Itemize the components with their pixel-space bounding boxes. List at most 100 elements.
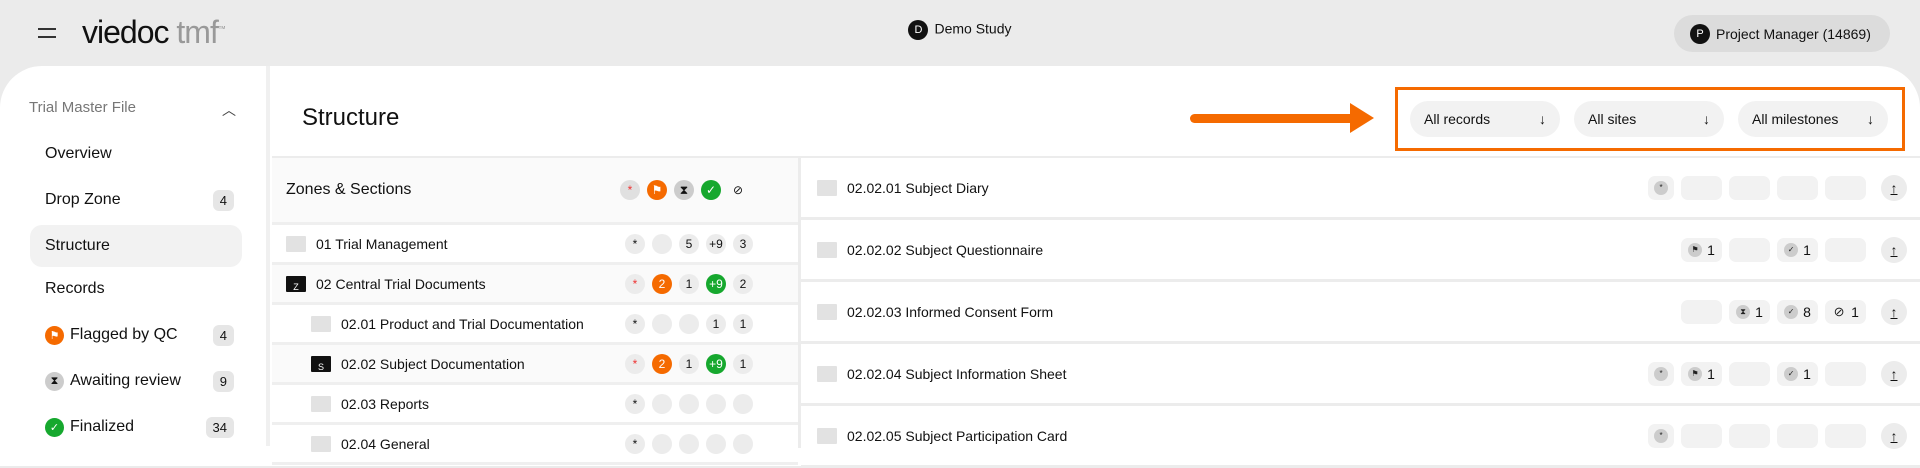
- final-count[interactable]: ✓ 1: [1777, 237, 1818, 262]
- filter-milestones[interactable]: All milestones ↓: [1738, 101, 1888, 137]
- folder-icon: [817, 365, 837, 382]
- final-count[interactable]: [1777, 175, 1818, 200]
- section-label: 02.02.05 Subject Participation Card: [847, 427, 1068, 444]
- count-badge: 5: [679, 233, 699, 254]
- void-count[interactable]: ⊘ 1: [1825, 299, 1866, 324]
- required-badge: *: [1648, 175, 1674, 200]
- sidebar-item-label: Awaiting review: [70, 372, 181, 389]
- upload-icon[interactable]: ↑: [1881, 236, 1907, 263]
- count-badge: [652, 313, 672, 334]
- zone-label: 02.04 General: [341, 435, 430, 452]
- count-badge: [679, 433, 699, 454]
- section-row[interactable]: 02.02.04 Subject Information Sheet * ⚑ 1 ✓ 1 ↑: [801, 344, 1920, 406]
- divider: [272, 156, 1920, 158]
- upload-icon[interactable]: ↑: [1881, 422, 1907, 449]
- final-count[interactable]: [1777, 423, 1818, 448]
- sidebar-item-structure[interactable]: Structure: [30, 225, 242, 267]
- folder-icon: [286, 235, 306, 252]
- upload-icon[interactable]: ↑: [1881, 360, 1907, 387]
- count-badge: 9: [212, 370, 234, 392]
- flag-count[interactable]: ⚑ 1: [1681, 237, 1722, 262]
- sidebar-section-title[interactable]: Trial Master File: [29, 99, 136, 116]
- user-avatar: P: [1690, 23, 1710, 44]
- filter-records[interactable]: All records ↓: [1410, 101, 1560, 137]
- section-row[interactable]: 02.02.05 Subject Participation Card * ↑: [801, 406, 1920, 468]
- filter-label: All milestones: [1752, 111, 1839, 127]
- upload-icon[interactable]: ↑: [1881, 174, 1907, 201]
- sidebar-item-drop-zone[interactable]: Drop Zone 4: [30, 179, 242, 221]
- final-count[interactable]: ✓ 1: [1777, 361, 1818, 386]
- zone-row[interactable]: Z 02 Central Trial Documents * 2 1 +9 2: [272, 265, 798, 305]
- chevron-up-icon[interactable]: ︿: [222, 102, 236, 118]
- void-count[interactable]: [1825, 237, 1866, 262]
- review-count[interactable]: [1729, 361, 1770, 386]
- section-row[interactable]: 02.02.03 Informed Consent Form ⧗ 1 ✓ 8 ⊘ 1 ↑: [801, 282, 1920, 344]
- zone-row[interactable]: 02.03 Reports *: [272, 385, 798, 425]
- count-badge: [733, 393, 753, 414]
- arrow-down-icon: ↓: [1703, 111, 1710, 127]
- upload-icon[interactable]: ↑: [1881, 298, 1907, 325]
- flag-count[interactable]: [1681, 423, 1722, 448]
- sidebar-item-label: Finalized: [70, 418, 135, 435]
- folder-icon: [311, 435, 331, 452]
- review-count[interactable]: [1729, 423, 1770, 448]
- void-count[interactable]: [1825, 175, 1866, 200]
- folder-icon: [311, 315, 331, 332]
- review-count[interactable]: ⧗ 1: [1729, 299, 1770, 324]
- user-role: Project Manager (14869): [1716, 25, 1871, 42]
- zone-row[interactable]: S 02.02 Subject Documentation * 2 1 +9 1: [272, 345, 798, 385]
- final-count[interactable]: ✓ 8: [1777, 299, 1818, 324]
- zone-row[interactable]: 02.04 General *: [272, 425, 798, 465]
- sidebar-item-overview[interactable]: Overview: [30, 133, 242, 175]
- section-row[interactable]: 02.02.01 Subject Diary * ↑: [801, 158, 1920, 220]
- folder-icon: [311, 395, 331, 412]
- section-label: 02.02.03 Informed Consent Form: [847, 303, 1054, 320]
- star-icon: *: [625, 313, 645, 334]
- required-badge: *: [1648, 423, 1674, 448]
- hourglass-icon[interactable]: ⧗: [674, 180, 694, 200]
- hourglass-icon: ⧗: [1736, 304, 1751, 319]
- void-icon[interactable]: ⊘: [732, 183, 744, 197]
- star-icon[interactable]: *: [620, 180, 640, 200]
- flag-count[interactable]: [1681, 299, 1722, 324]
- star-icon: *: [625, 393, 645, 414]
- zones-title: Zones & Sections: [286, 181, 412, 198]
- sidebar-item-flagged-by-qc[interactable]: ⚑ Flagged by QC 4: [30, 314, 242, 356]
- count-badge: [679, 393, 699, 414]
- void-count[interactable]: [1825, 361, 1866, 386]
- sidebar-item-finalized[interactable]: ✓ Finalized 34: [30, 406, 242, 448]
- count-badge: 2: [652, 273, 672, 294]
- page-title: Structure: [302, 104, 400, 131]
- flag-icon[interactable]: ⚑: [647, 180, 667, 200]
- section-label: 02.02.01 Subject Diary: [847, 179, 989, 196]
- study-selector[interactable]: D Demo Study: [0, 20, 1920, 40]
- arrow-down-icon: ↓: [1539, 111, 1546, 127]
- void-count[interactable]: [1825, 423, 1866, 448]
- section-row[interactable]: 02.02.02 Subject Questionnaire ⚑ 1 ✓ 1 ↑: [801, 220, 1920, 282]
- count-badge: [679, 313, 699, 334]
- check-icon[interactable]: ✓: [701, 180, 721, 200]
- flag-count[interactable]: [1681, 175, 1722, 200]
- filter-sites[interactable]: All sites ↓: [1574, 101, 1724, 137]
- sidebar-item-awaiting-review[interactable]: ⧗ Awaiting review 9: [30, 360, 242, 402]
- zones-table: Zones & Sections * ⚑ ⧗ ✓ ⊘ 01 Trial Mana…: [272, 158, 798, 465]
- sidebar: [0, 66, 270, 446]
- filters-highlight: [1395, 87, 1905, 151]
- count-badge: +9: [706, 233, 726, 254]
- flag-count[interactable]: ⚑ 1: [1681, 361, 1722, 386]
- star-icon: *: [625, 353, 645, 374]
- star-icon: *: [1654, 366, 1668, 381]
- review-count[interactable]: [1729, 175, 1770, 200]
- menu-icon[interactable]: [38, 28, 56, 38]
- review-count[interactable]: [1729, 237, 1770, 262]
- user-menu[interactable]: P Project Manager (14869): [1674, 15, 1890, 52]
- sidebar-item-records[interactable]: Records: [30, 268, 242, 310]
- folder-icon: [817, 303, 837, 320]
- folder-icon: [817, 427, 837, 444]
- zone-row[interactable]: 01 Trial Management * 5 +9 3: [272, 225, 798, 265]
- hourglass-icon: ⧗: [45, 371, 64, 391]
- zone-label: 02.02 Subject Documentation: [341, 355, 525, 372]
- zone-row[interactable]: 02.01 Product and Trial Documentation * 1 1: [272, 305, 798, 345]
- zone-label: 01 Trial Management: [316, 235, 448, 252]
- count-badge: [706, 433, 726, 454]
